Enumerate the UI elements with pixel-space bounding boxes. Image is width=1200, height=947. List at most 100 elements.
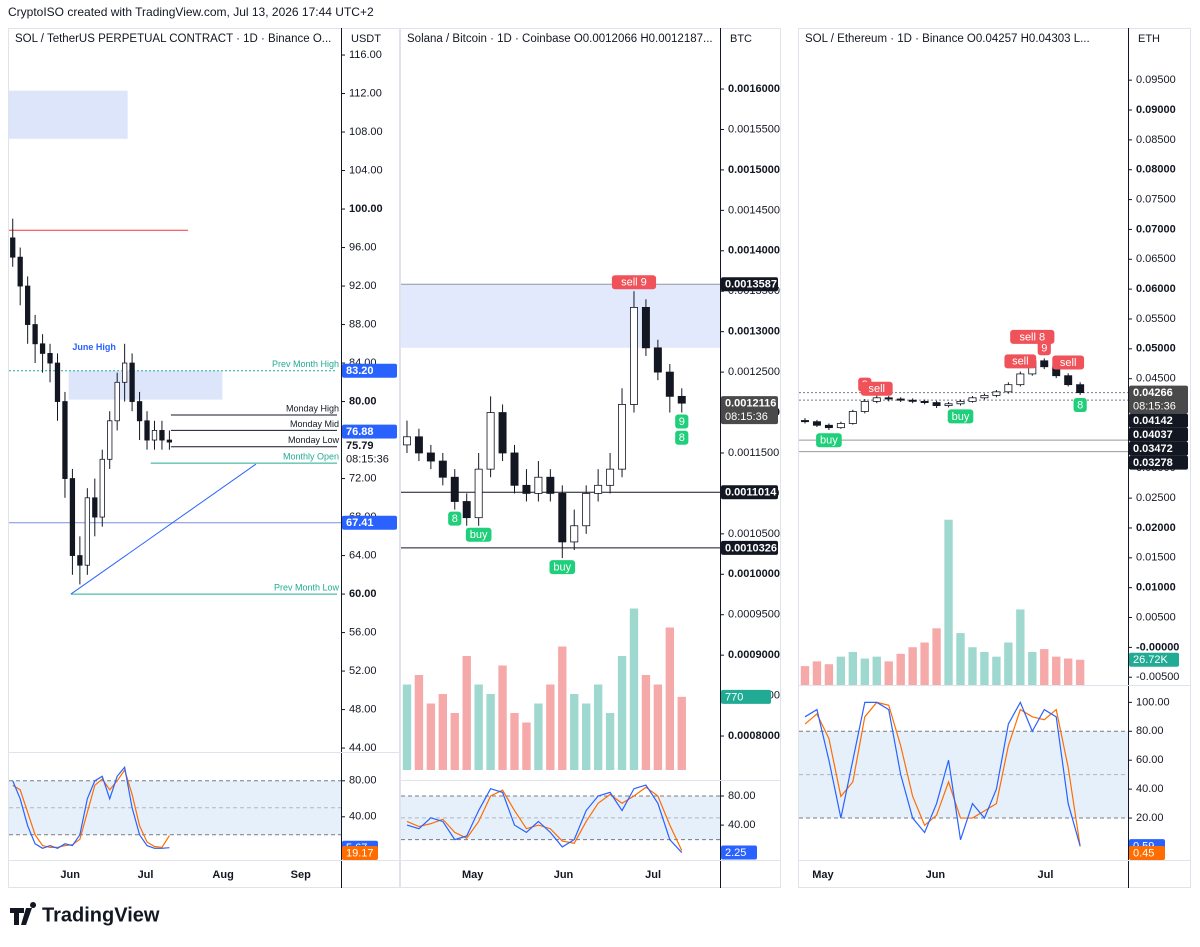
brand-name: TradingView	[42, 904, 160, 926]
currency-bg	[721, 29, 779, 49]
y-tick-label: 0.0014000	[728, 245, 780, 257]
signal-label: sell	[869, 383, 886, 395]
candle-body	[462, 501, 471, 519]
y-tick-label: 0.0008000	[728, 730, 780, 742]
candle-body	[582, 493, 591, 527]
candle-body	[677, 395, 686, 404]
osc-line	[804, 700, 1081, 847]
candle-body	[594, 484, 603, 494]
volume-bar	[872, 656, 881, 685]
volume-bar	[956, 633, 965, 685]
volume-bar	[498, 665, 507, 770]
price-label: 0.0013587	[725, 279, 777, 291]
title-bg	[801, 30, 1122, 48]
y-tick-label: 0.06500	[1136, 253, 1176, 265]
level-label: Prev Month Low	[274, 582, 340, 592]
osc-value-box	[721, 845, 757, 860]
candle-body	[92, 497, 98, 518]
volume-bar	[558, 646, 567, 770]
y-tick-label: 112.00	[349, 87, 382, 99]
price-label-box	[721, 396, 778, 425]
volume-label: 770	[725, 691, 743, 703]
volume-label-box	[721, 689, 771, 704]
x-tick-label: Jun	[60, 869, 80, 881]
y-tick-label: 0.01000	[1136, 582, 1176, 594]
y-tick-label: 96.00	[349, 241, 377, 253]
candle-body	[498, 412, 507, 454]
currency-label: BTC	[730, 33, 752, 45]
price-label-box	[721, 485, 778, 500]
candle-body	[1040, 360, 1049, 368]
x-tick-label: Jul	[138, 869, 154, 881]
y-tick-label: -0.00500	[1136, 671, 1179, 683]
osc-tick-label: 80.00	[728, 790, 756, 802]
volume-bar	[812, 661, 822, 685]
candle-body	[944, 403, 953, 406]
volume-bar	[920, 642, 929, 685]
y-tick-label: 92.00	[349, 280, 377, 292]
volume-bar	[641, 675, 651, 770]
signal-box	[1004, 354, 1037, 369]
osc-value-box	[342, 846, 378, 860]
volume-bar	[944, 519, 953, 685]
signal-label: sell 8	[1019, 331, 1045, 343]
osc-value-label: 2.25	[725, 847, 746, 859]
y-tick-label: 0.07000	[1136, 223, 1176, 235]
candle-body	[77, 555, 83, 566]
candle-body	[122, 362, 128, 383]
level-label: Monday Mid	[290, 419, 339, 429]
price-label: 0.0012116	[725, 398, 776, 410]
countdown-label: 08:15:36	[725, 411, 768, 423]
chart-title: SOL / Ethereum · 1D · Binance O0.04257 H…	[805, 33, 1090, 45]
candle-body	[558, 493, 567, 543]
volume-bar	[884, 661, 893, 685]
y-tick-label: 0.08500	[1136, 134, 1176, 146]
osc-value-label: 19.17	[346, 847, 374, 859]
y-tick-label: 48.00	[349, 703, 377, 715]
volume-bar	[629, 608, 639, 770]
candle-body	[896, 398, 905, 401]
price-label-box	[342, 363, 397, 378]
y-tick-label: 56.00	[349, 626, 377, 638]
candle-body	[980, 395, 989, 399]
candle-body	[860, 400, 869, 412]
y-tick-label: 0.05000	[1136, 343, 1176, 355]
signal-box	[675, 414, 689, 429]
osc-line	[12, 765, 170, 849]
price-label-box	[1129, 455, 1188, 470]
price-label-box	[342, 438, 397, 467]
volume-bar	[402, 684, 412, 770]
price-label: 0.04142	[1133, 415, 1173, 427]
candle-body	[114, 381, 120, 422]
candle-body	[1016, 373, 1025, 386]
level-label: Monday High	[286, 403, 339, 413]
candle-body	[486, 412, 495, 470]
y-tick-label: 0.05500	[1136, 313, 1176, 325]
signal-label: 8	[452, 513, 458, 525]
y-tick-label: 0.0012500	[728, 366, 780, 378]
x-tick-label: Aug	[212, 869, 233, 881]
volume-bar	[1052, 656, 1061, 685]
y-tick-label: 0.0009500	[728, 609, 780, 621]
price-label: 0.0011014	[725, 487, 777, 499]
candle-body	[1076, 384, 1085, 394]
osc-band	[401, 796, 720, 840]
price-label: 83.20	[346, 365, 374, 377]
title-bg	[403, 30, 714, 48]
candle-body	[546, 476, 555, 494]
currency-bg	[1129, 29, 1189, 49]
candle-body	[438, 460, 447, 478]
volume-bar	[474, 684, 483, 770]
candle-body	[522, 484, 531, 494]
candle-body	[665, 371, 674, 397]
signal-box	[860, 381, 893, 396]
y-tick-label: 0.06000	[1136, 283, 1176, 295]
x-tick-label: May	[812, 869, 834, 881]
volume-bar	[836, 656, 846, 685]
candle-body	[932, 402, 941, 406]
volume-bar	[908, 647, 917, 685]
chart: 8 buy buy sell 9 9 8 0.0016000 0.0015500 0.00150…	[401, 28, 780, 888]
y-tick-label: 88.00	[349, 318, 377, 330]
currency-label: ETH	[1138, 33, 1160, 45]
